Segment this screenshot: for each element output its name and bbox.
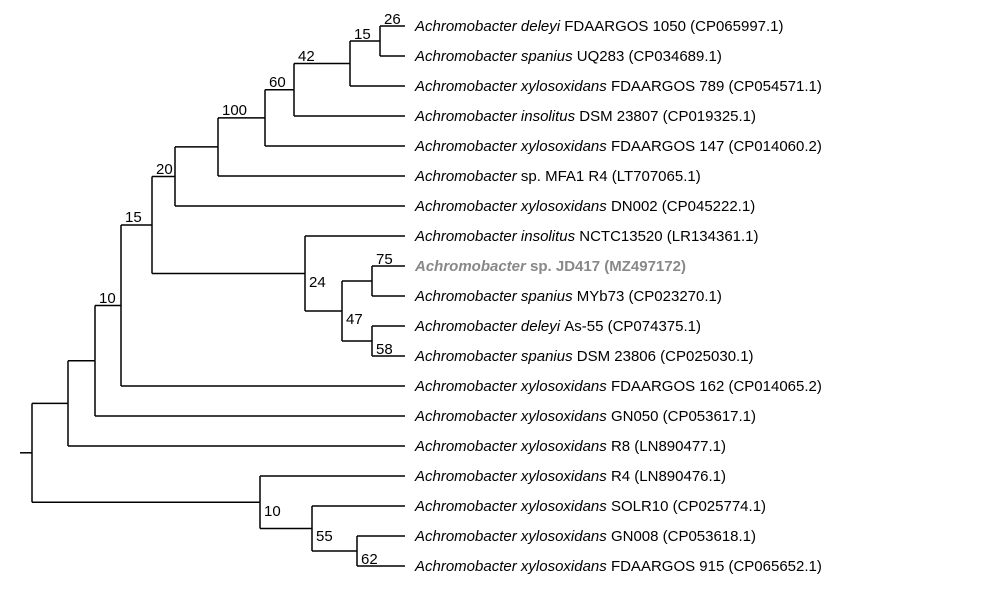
taxon-label: Achromobacter xylosoxidans FDAARGOS 147 … bbox=[414, 138, 822, 155]
bootstrap-value: 100 bbox=[222, 102, 247, 119]
taxon-label: Achromobacter xylosoxidans FDAARGOS 789 … bbox=[414, 78, 822, 95]
phylogenetic-tree: 26 15 42 60 100 75 58 47 24 20 15 10 62 55 10 Achromoba… bbox=[0, 0, 1000, 600]
bootstrap-value: 15 bbox=[125, 209, 142, 226]
taxon-label: Achromobacter xylosoxidans GN008 (CP0536… bbox=[414, 528, 756, 545]
bootstrap-value: 10 bbox=[99, 290, 116, 307]
taxon-label: Achromobacter xylosoxidans R4 (LN890476.… bbox=[414, 468, 726, 485]
bootstrap-value: 58 bbox=[376, 341, 393, 358]
taxon-label: Achromobacter insolitus NCTC13520 (LR134… bbox=[414, 228, 759, 245]
bootstrap-value: 26 bbox=[384, 11, 401, 28]
bootstrap-value: 24 bbox=[309, 274, 326, 291]
taxon-label: Achromobacter deleyi FDAARGOS 1050 (CP06… bbox=[414, 18, 784, 35]
taxon-label: Achromobacter sp. MFA1 R4 (LT707065.1) bbox=[414, 168, 701, 185]
taxon-label: Achromobacter xylosoxidans DN002 (CP0452… bbox=[414, 198, 755, 215]
bootstrap-value: 42 bbox=[298, 48, 315, 65]
taxon-label: Achromobacter spanius DSM 23806 (CP02503… bbox=[414, 348, 754, 365]
taxon-label: Achromobacter xylosoxidans SOLR10 (CP025… bbox=[414, 498, 766, 515]
taxon-label: Achromobacter insolitus DSM 23807 (CP019… bbox=[414, 108, 756, 125]
taxon-label: Achromobacter sp. JD417 (MZ497172) bbox=[414, 258, 686, 275]
taxon-label: Achromobacter xylosoxidans FDAARGOS 915 … bbox=[414, 558, 822, 575]
taxon-label: Achromobacter xylosoxidans R8 (LN890477.… bbox=[414, 438, 726, 455]
bootstrap-value: 20 bbox=[156, 161, 173, 178]
bootstrap-value: 55 bbox=[316, 528, 333, 545]
bootstrap-value: 10 bbox=[264, 503, 281, 520]
taxon-label: Achromobacter spanius UQ283 (CP034689.1) bbox=[414, 48, 722, 65]
taxon-label: Achromobacter deleyi As-55 (CP074375.1) bbox=[414, 318, 701, 335]
bootstrap-value: 75 bbox=[376, 251, 393, 268]
bootstrap-value: 47 bbox=[346, 311, 363, 328]
bootstrap-value: 62 bbox=[361, 551, 378, 568]
taxon-label: Achromobacter xylosoxidans FDAARGOS 162 … bbox=[414, 378, 822, 395]
taxon-label: Achromobacter spanius MYb73 (CP023270.1) bbox=[414, 288, 722, 305]
taxon-label: Achromobacter xylosoxidans GN050 (CP0536… bbox=[414, 408, 756, 425]
bootstrap-value: 15 bbox=[354, 26, 371, 43]
bootstrap-value: 60 bbox=[269, 74, 286, 91]
